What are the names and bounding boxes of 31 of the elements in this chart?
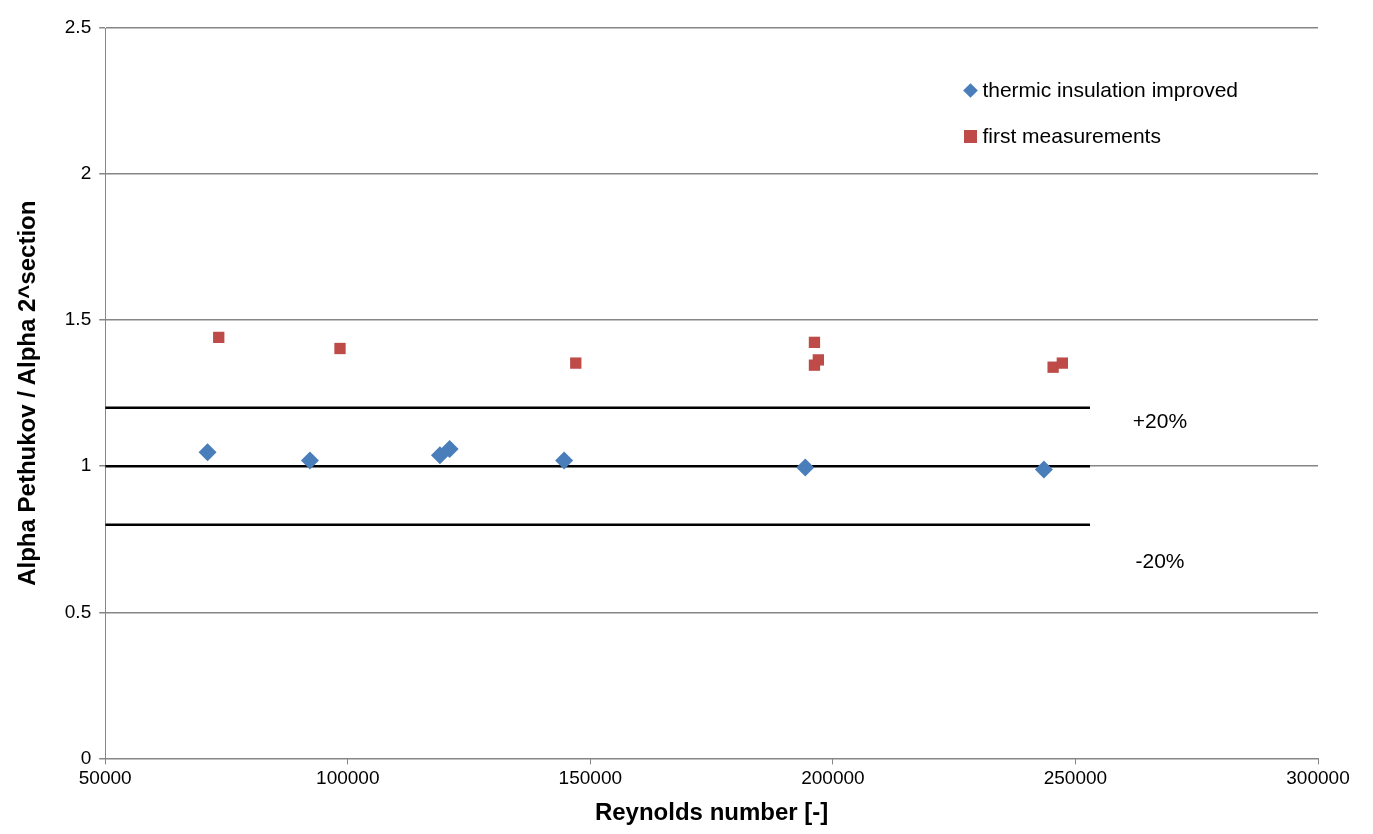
point (334, 342, 346, 355)
y-tick-label: 0.5 (64, 600, 92, 622)
x-tick-label: 150000 (558, 767, 623, 789)
y-tick-label: 2.5 (64, 16, 92, 38)
point (1056, 357, 1068, 369)
point (570, 357, 582, 369)
text: -20% (1135, 549, 1185, 573)
legend-label: first measurements (982, 124, 1161, 148)
legend-label: thermic insulation improved (982, 78, 1238, 102)
point (213, 331, 225, 344)
x-tick-label: 100000 (316, 767, 380, 789)
point (430, 446, 449, 465)
point (440, 440, 459, 458)
point (300, 451, 319, 470)
y-tick-label: 0 (80, 746, 92, 768)
y-axis-title: Alpha Pethukov / Alpha 2^section (13, 200, 41, 586)
y-tick-label: 2 (80, 162, 92, 184)
point (808, 336, 821, 349)
y-tick-label: 1 (80, 454, 92, 476)
text: +20% (1132, 408, 1188, 432)
point (796, 458, 815, 477)
point (198, 443, 217, 462)
x-tick-label: 300000 (1286, 767, 1350, 789)
y-tick-label: 1.5 (64, 308, 92, 330)
x-tick-label: 250000 (1043, 767, 1108, 789)
x-axis-title: Reynolds number [-] (594, 798, 829, 826)
x-tick-label: 200000 (801, 767, 865, 789)
x-tick-label: 50000 (78, 767, 132, 789)
point (555, 451, 574, 470)
point (1034, 460, 1053, 479)
point (808, 359, 821, 371)
